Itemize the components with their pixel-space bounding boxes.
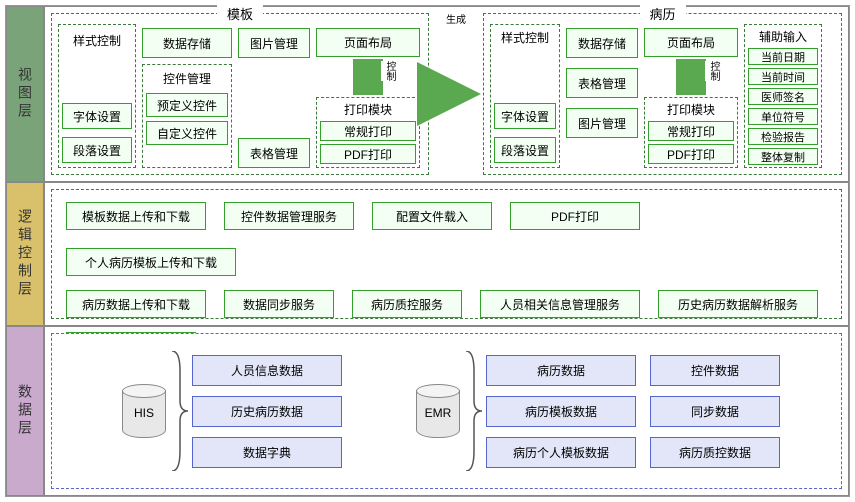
record-title: 病历 — [639, 4, 685, 23]
box-img-mgmt: 图片管理 — [238, 28, 310, 58]
svc-box: 数据同步服务 — [224, 290, 334, 318]
box-style-ctrl: 样式控制 — [62, 29, 132, 51]
his-label: HIS — [122, 406, 166, 420]
r-print-group: 打印模块 常规打印 PDF打印 — [644, 97, 738, 168]
architecture-diagram: 视图层 逻辑控制层 数据层 模板 样式控制 字体设置 — [5, 5, 850, 497]
r-box-print-normal: 常规打印 — [648, 121, 734, 141]
layer-label-logic: 逻辑控制层 — [6, 182, 44, 326]
box-table-mgmt: 表格管理 — [238, 138, 310, 168]
his-group: HIS 人员信息数据 历史病历数据 数据字典 — [68, 351, 342, 471]
generate-arrow: 生成 — [439, 13, 473, 175]
svc-box: 病历数据上传和下载 — [66, 290, 206, 318]
emr-item: 病历质控数据 — [650, 437, 780, 468]
box-print-pdf: PDF打印 — [320, 144, 416, 164]
svc-box: PDF打印 — [510, 202, 640, 230]
data-layer: HIS 人员信息数据 历史病历数据 数据字典 EMR — [44, 326, 849, 496]
box-font: 字体设置 — [62, 103, 132, 129]
layer-labels-column: 视图层 逻辑控制层 数据层 — [6, 6, 44, 496]
style-control-group: 样式控制 字体设置 段落设置 — [58, 24, 136, 168]
svc-box: 个人病历模板上传和下载 — [66, 248, 236, 276]
template-title: 模板 — [217, 4, 263, 23]
r-control-arrow-label: 控制 — [705, 61, 722, 81]
box-para: 段落设置 — [62, 137, 132, 163]
aux-item: 当前日期 — [748, 48, 818, 65]
r-box-print-pdf: PDF打印 — [648, 144, 734, 164]
layers-content: 模板 样式控制 字体设置 段落设置 — [44, 6, 849, 496]
r-box-data-store: 数据存储 — [566, 28, 638, 58]
r-box-font: 字体设置 — [494, 103, 556, 129]
svc-box: 人员相关信息管理服务 — [480, 290, 640, 318]
emr-item: 控件数据 — [650, 355, 780, 386]
svc-box: 病历质控服务 — [352, 290, 462, 318]
control-arrow-icon — [353, 59, 383, 95]
print-module-group: 打印模块 常规打印 PDF打印 — [316, 97, 420, 168]
box-predef-widget: 预定义控件 — [146, 93, 228, 117]
template-panel: 模板 样式控制 字体设置 段落设置 — [51, 13, 429, 175]
widget-mgmt-group: 控件管理 预定义控件 自定义控件 — [142, 64, 232, 168]
emr-item: 病历模板数据 — [486, 396, 636, 427]
svc-box: 控件数据管理服务 — [224, 202, 354, 230]
layer-label-data: 数据层 — [6, 326, 44, 496]
emr-item: 同步数据 — [650, 396, 780, 427]
r-style-group: 样式控制 字体设置 段落设置 — [490, 24, 560, 168]
emr-item: 病历个人模板数据 — [486, 437, 636, 468]
r-box-style-ctrl: 样式控制 — [494, 29, 556, 51]
emr-label: EMR — [416, 406, 460, 420]
emr-group: EMR 病历数据 病历模板数据 病历个人模板数据 控件数据 同步数据 — [372, 351, 780, 471]
layer-label-view: 视图层 — [6, 6, 44, 182]
box-aux-input: 辅助输入 — [748, 28, 818, 45]
brace-icon — [464, 351, 482, 471]
r-box-img-mgmt: 图片管理 — [566, 108, 638, 138]
aux-item: 整体复制 — [748, 148, 818, 165]
svc-box: 模板数据上传和下载 — [66, 202, 206, 230]
aux-item: 检验报告 — [748, 128, 818, 145]
r-box-page-layout: 页面布局 — [644, 28, 738, 57]
logic-panel: 模板数据上传和下载 控件数据管理服务 配置文件载入 PDF打印 个人病历模板上传… — [51, 189, 842, 319]
box-data-store: 数据存储 — [142, 28, 232, 58]
his-item: 历史病历数据 — [192, 396, 342, 427]
control-arrow-label: 控制 — [381, 61, 398, 81]
aux-input-group: 辅助输入 当前日期 当前时间 医师签名 单位符号 检验报告 整体复制 — [744, 24, 822, 168]
data-panel: HIS 人员信息数据 历史病历数据 数据字典 EMR — [51, 333, 842, 489]
svc-box: 配置文件载入 — [372, 202, 492, 230]
box-print-normal: 常规打印 — [320, 121, 416, 141]
box-print-module: 打印模块 — [320, 101, 416, 118]
r-control-arrow-icon — [676, 59, 706, 95]
aux-item: 医师签名 — [748, 88, 818, 105]
emr-item: 病历数据 — [486, 355, 636, 386]
view-layer: 模板 样式控制 字体设置 段落设置 — [44, 6, 849, 182]
aux-item: 单位符号 — [748, 108, 818, 125]
svc-box: 历史病历数据解析服务 — [658, 290, 818, 318]
r-box-para: 段落设置 — [494, 137, 556, 163]
his-item: 数据字典 — [192, 437, 342, 468]
generate-arrow-label: 生成 — [445, 11, 467, 26]
box-page-layout: 页面布局 — [316, 28, 420, 57]
cylinder-icon: EMR — [416, 384, 460, 438]
box-widget-mgmt: 控件管理 — [146, 68, 228, 89]
brace-icon — [170, 351, 188, 471]
box-custom-widget: 自定义控件 — [146, 121, 228, 145]
r-box-print-module: 打印模块 — [648, 101, 734, 118]
record-panel: 病历 样式控制 字体设置 段落设置 数据存储 表格管理 — [483, 13, 842, 175]
logic-row-2: 病历数据上传和下载 数据同步服务 病历质控服务 人员相关信息管理服务 历史病历数… — [60, 286, 833, 322]
his-item: 人员信息数据 — [192, 355, 342, 386]
cylinder-icon: HIS — [122, 384, 166, 438]
r-box-table-mgmt: 表格管理 — [566, 68, 638, 98]
logic-row-1: 模板数据上传和下载 控件数据管理服务 配置文件载入 PDF打印 个人病历模板上传… — [60, 198, 833, 280]
aux-item: 当前时间 — [748, 68, 818, 85]
logic-layer: 模板数据上传和下载 控件数据管理服务 配置文件载入 PDF打印 个人病历模板上传… — [44, 182, 849, 326]
